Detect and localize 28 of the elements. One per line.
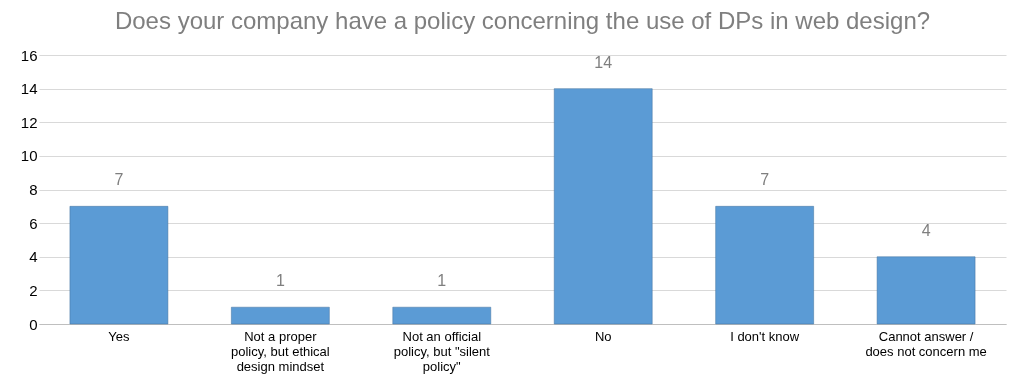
y-tick-label: 8: [29, 181, 38, 198]
data-label: 1: [437, 272, 447, 290]
y-tick-label: 14: [20, 80, 38, 98]
data-label: 7: [760, 171, 770, 189]
bar: [876, 256, 976, 325]
x-tick-label: Yes: [108, 328, 131, 344]
x-tick-label: No: [594, 328, 612, 344]
chart-title: Does your company have a policy concerning the use of DPs in web design?: [114, 7, 931, 34]
bar: [231, 306, 330, 325]
bar: [392, 306, 492, 325]
bar: [69, 206, 169, 325]
y-tick-label: 16: [20, 46, 38, 64]
data-label: 7: [114, 171, 124, 189]
data-label: 1: [275, 272, 285, 290]
x-tick-label: Not a proper policy, but ethical design mindset: [230, 328, 330, 374]
data-label: 14: [594, 53, 613, 71]
y-tick-label: 4: [29, 248, 38, 266]
y-tick-label: 12: [20, 113, 38, 131]
y-tick-label: 6: [29, 214, 38, 232]
bar: [715, 206, 814, 325]
x-tick-label: Cannot answer / does not concern me: [865, 328, 987, 359]
y-tick-label: 10: [20, 147, 38, 165]
bar: [553, 88, 653, 325]
x-tick-label: Not an official policy, but "silent policy": [393, 328, 491, 374]
x-tick-label: I don't know: [730, 328, 800, 344]
y-tick-label: 0: [29, 315, 38, 333]
data-label: 4: [921, 221, 931, 239]
y-tick-label: 2: [29, 281, 38, 299]
